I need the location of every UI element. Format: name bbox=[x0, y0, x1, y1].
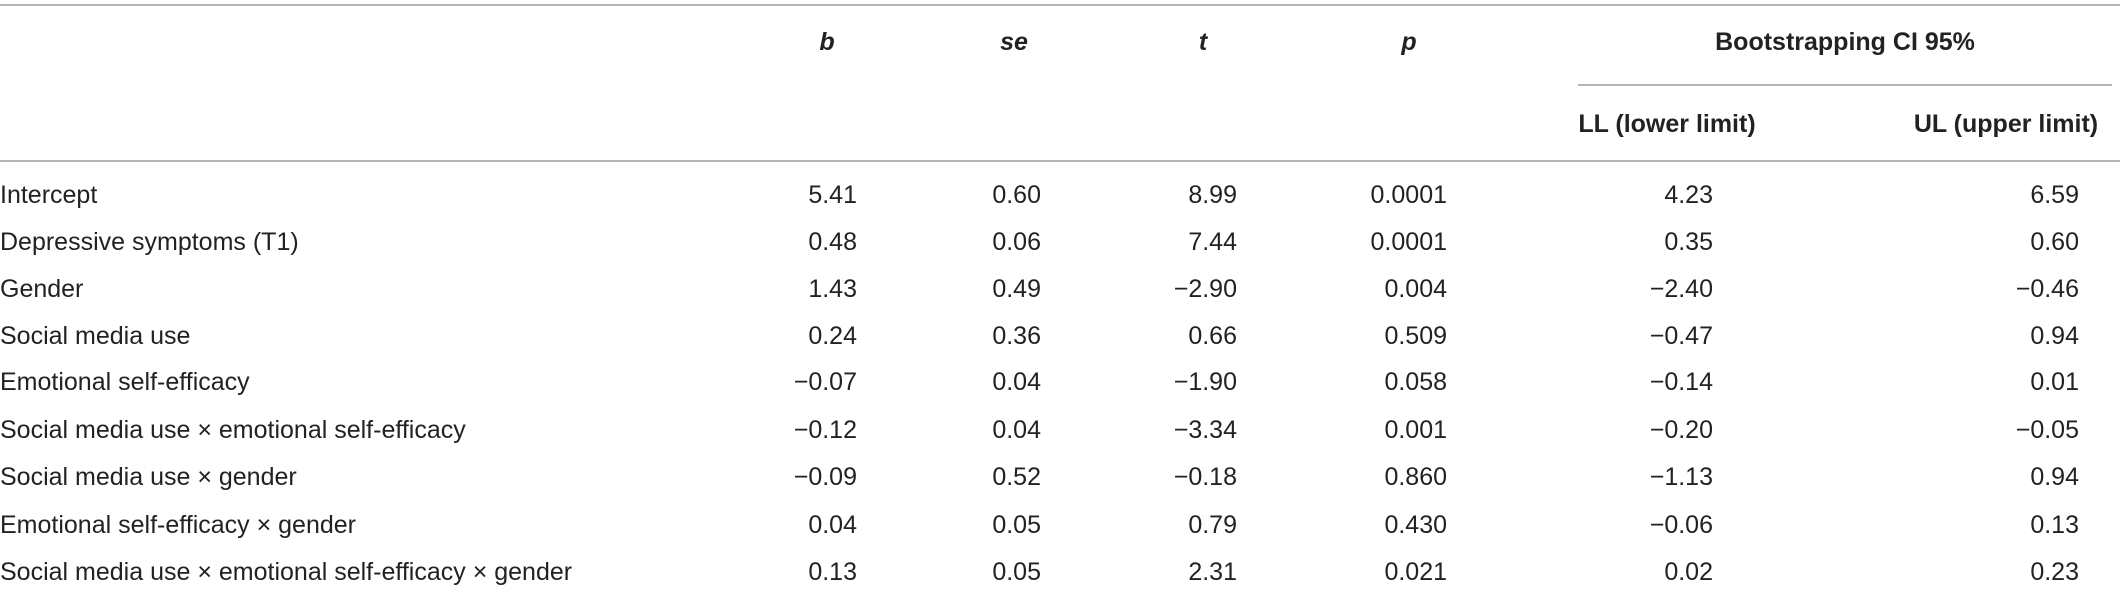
cell-value: 0.860 bbox=[1384, 463, 1447, 491]
cell-value: 6.59 bbox=[2030, 181, 2079, 209]
column-header: se bbox=[1000, 28, 1028, 56]
row-label: Intercept bbox=[0, 181, 98, 209]
cell-value: −0.07 bbox=[793, 368, 857, 396]
row-label: Gender bbox=[0, 275, 84, 303]
cell-value: 0.0001 bbox=[1370, 228, 1447, 256]
row-label: Social media use × gender bbox=[0, 463, 297, 491]
cell-value: 0.509 bbox=[1384, 322, 1447, 350]
header-rule bbox=[0, 160, 2120, 162]
cell-value: 0.48 bbox=[808, 228, 857, 256]
subcolumn-header: UL (upper limit) bbox=[1913, 110, 2099, 138]
cell-value: −2.40 bbox=[1649, 275, 1713, 303]
row-label: Social media use bbox=[0, 322, 191, 350]
cell-value: −0.20 bbox=[1649, 416, 1713, 444]
cell-value: 0.13 bbox=[808, 558, 857, 586]
cell-value: −0.46 bbox=[2015, 275, 2079, 303]
cell-value: 4.23 bbox=[1664, 181, 1713, 209]
row-label: Emotional self-efficacy bbox=[0, 368, 250, 396]
cell-value: −1.90 bbox=[1173, 368, 1237, 396]
cell-value: 0.004 bbox=[1384, 275, 1447, 303]
cell-value: 0.021 bbox=[1384, 558, 1447, 586]
cell-value: 0.94 bbox=[2030, 463, 2079, 491]
row-label: Depressive symptoms (T1) bbox=[0, 228, 299, 256]
cell-value: 0.60 bbox=[2030, 228, 2079, 256]
cell-value: 0.23 bbox=[2030, 558, 2079, 586]
cell-value: 0.0001 bbox=[1370, 181, 1447, 209]
cell-value: −2.90 bbox=[1173, 275, 1237, 303]
cell-value: 1.43 bbox=[808, 275, 857, 303]
cell-value: 0.01 bbox=[2030, 368, 2079, 396]
group-header: Bootstrapping CI 95% bbox=[1715, 28, 1975, 56]
cell-value: 8.99 bbox=[1188, 181, 1237, 209]
column-header: t bbox=[1198, 28, 1208, 56]
cell-value: 0.04 bbox=[992, 368, 1041, 396]
row-label: Emotional self-efficacy × gender bbox=[0, 511, 356, 539]
cell-value: 0.60 bbox=[992, 181, 1041, 209]
cell-value: 0.13 bbox=[2030, 511, 2079, 539]
cell-value: −0.12 bbox=[793, 416, 857, 444]
cell-value: 0.058 bbox=[1384, 368, 1447, 396]
column-header: p bbox=[1401, 28, 1417, 56]
cell-value: 0.05 bbox=[992, 511, 1041, 539]
cell-value: 0.94 bbox=[2030, 322, 2079, 350]
cell-value: −0.14 bbox=[1649, 368, 1713, 396]
subcolumn-header: LL (lower limit) bbox=[1578, 110, 1756, 138]
cell-value: 5.41 bbox=[808, 181, 857, 209]
cell-value: 0.001 bbox=[1384, 416, 1447, 444]
cell-value: 0.02 bbox=[1664, 558, 1713, 586]
cell-value: −0.47 bbox=[1649, 322, 1713, 350]
row-label: Social media use × emotional self-effica… bbox=[0, 558, 573, 586]
cell-value: −0.05 bbox=[2015, 416, 2079, 444]
cell-value: 0.79 bbox=[1188, 511, 1237, 539]
cell-value: 0.06 bbox=[992, 228, 1041, 256]
cell-value: −0.09 bbox=[793, 463, 857, 491]
cell-value: −1.13 bbox=[1649, 463, 1713, 491]
cell-value: 0.49 bbox=[992, 275, 1041, 303]
cell-value: −3.34 bbox=[1173, 416, 1237, 444]
cell-value: 2.31 bbox=[1188, 558, 1237, 586]
cell-value: 0.24 bbox=[808, 322, 857, 350]
cell-value: 0.52 bbox=[992, 463, 1041, 491]
cell-value: 0.430 bbox=[1384, 511, 1447, 539]
cell-value: 0.05 bbox=[992, 558, 1041, 586]
cell-value: 0.04 bbox=[808, 511, 857, 539]
cell-value: 0.35 bbox=[1664, 228, 1713, 256]
cell-value: 0.04 bbox=[992, 416, 1041, 444]
cell-value: 0.36 bbox=[992, 322, 1041, 350]
column-header: b bbox=[819, 28, 835, 56]
row-label: Social media use × emotional self-effica… bbox=[0, 416, 466, 444]
cell-value: −0.06 bbox=[1649, 511, 1713, 539]
group-rule bbox=[1578, 84, 2112, 86]
cell-value: −0.18 bbox=[1173, 463, 1237, 491]
cell-value: 7.44 bbox=[1188, 228, 1237, 256]
top-rule bbox=[0, 4, 2120, 6]
cell-value: 0.66 bbox=[1188, 322, 1237, 350]
